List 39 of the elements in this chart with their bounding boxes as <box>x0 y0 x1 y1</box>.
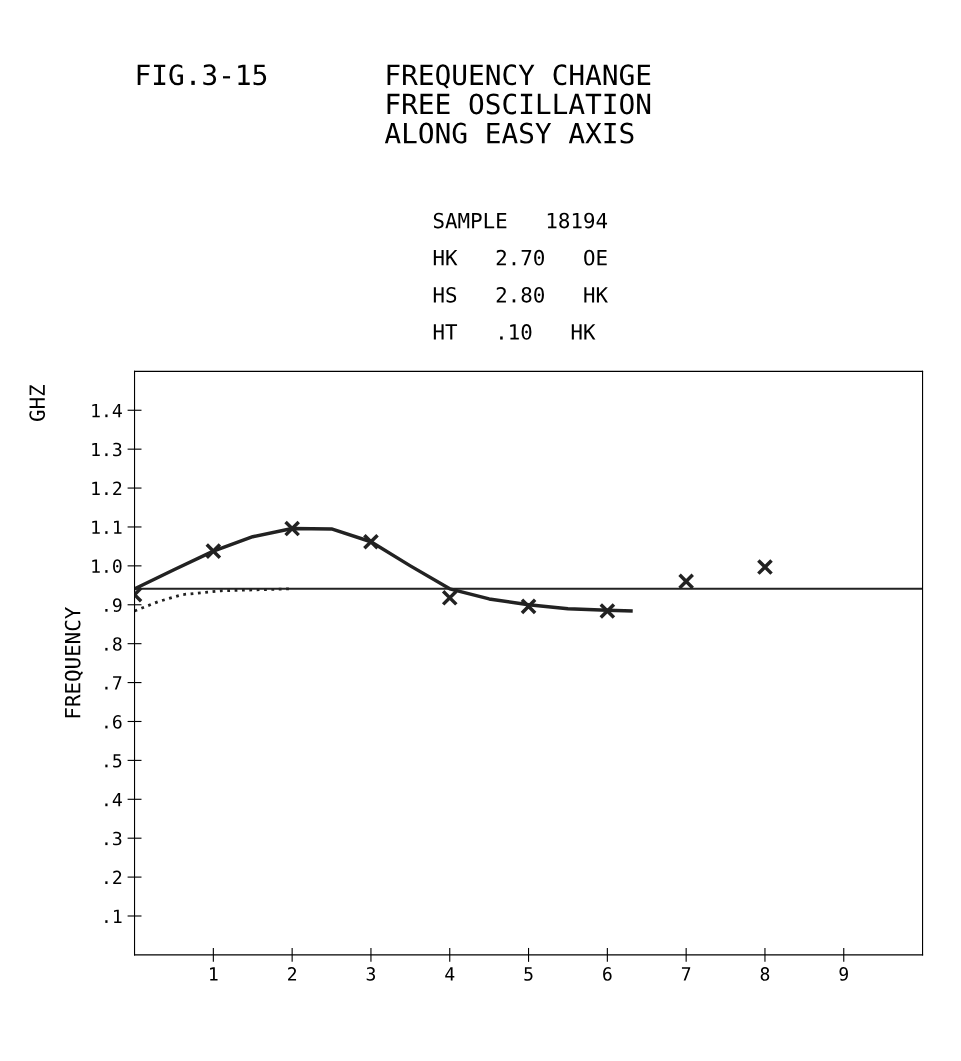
chart-subtitle: FREQUENCY CHANGE FREE OSCILLATION ALONG EASY AXIS <box>384 64 651 144</box>
point <box>283 520 301 537</box>
point <box>677 573 695 590</box>
x-tick-label: 1 <box>210 967 218 981</box>
point <box>441 589 459 607</box>
y-tick-label: 1.0 <box>92 559 122 574</box>
text: HS 2.80 HK <box>433 286 608 303</box>
y-tick-label: 1.3 <box>92 442 122 457</box>
y-tick-label: .2 <box>105 870 122 884</box>
point <box>520 598 537 615</box>
point <box>756 558 774 576</box>
y-tick-label: 1.2 <box>92 481 122 495</box>
point <box>205 542 222 560</box>
y-tick-label: 1.1 <box>92 520 122 534</box>
text: GHZ <box>29 385 46 421</box>
text: HT .10 HK <box>433 324 596 340</box>
y-tick-label: .9 <box>105 598 122 612</box>
x-tick-label: 3 <box>366 967 376 981</box>
y-tick-label: .1 <box>105 909 122 923</box>
x-tick-label: 8 <box>760 967 770 981</box>
y-tick-label: .3 <box>105 831 122 846</box>
y-tick-label: .4 <box>105 793 122 807</box>
y-axis-title: FREQUENCY <box>64 607 83 718</box>
text: HK 2.70 OE <box>433 249 607 266</box>
x-tick-label: 9 <box>839 967 848 981</box>
point <box>599 602 616 620</box>
x-tick-label: 4 <box>445 967 455 981</box>
y-tick-label: .6 <box>105 714 122 729</box>
x-tick-label: 7 <box>681 967 691 981</box>
x-tick-label: 6 <box>603 967 612 981</box>
text: SAMPLE 18194 <box>433 212 608 229</box>
y-tick-label: 1.4 <box>92 404 122 418</box>
y-tick-label: .5 <box>105 754 122 768</box>
x-tick-label: 5 <box>524 967 533 981</box>
chart-title: FIG.3-15 <box>137 64 267 86</box>
y-tick-label: .7 <box>105 676 122 690</box>
point <box>362 533 380 551</box>
y-tick-label: .8 <box>105 637 122 651</box>
x-tick-label: 2 <box>288 967 297 981</box>
